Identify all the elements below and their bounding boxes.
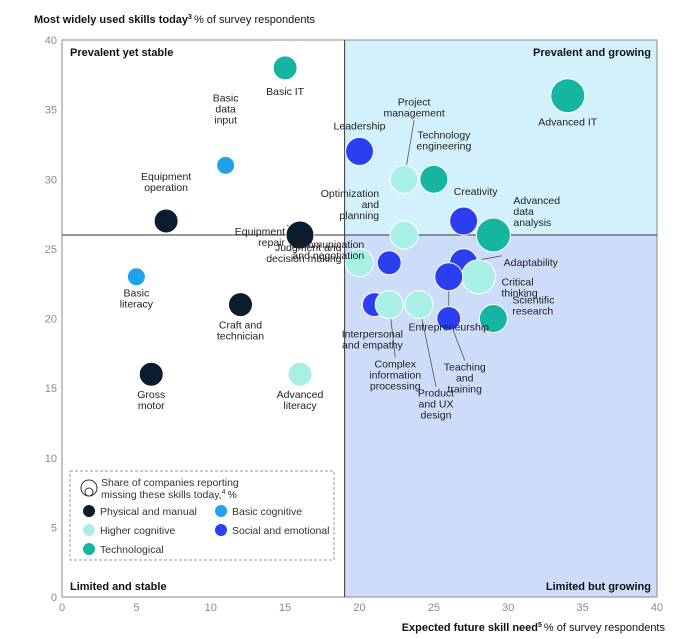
x-tick-label: 10: [205, 602, 217, 614]
legend-swatch-technological: [83, 543, 95, 555]
x-tick-label: 20: [353, 602, 365, 614]
bubble-label-basic-data-input: Basic data input: [213, 92, 239, 126]
bubble-entrepreneurship: [434, 262, 464, 292]
bubble-project-management: [389, 164, 419, 194]
chart-title-suffix: % of survey respondents: [194, 14, 316, 26]
bubble-label-equipment-operation: Equipment operation: [141, 171, 191, 194]
bubble-judgment-and-decision-making: [345, 248, 374, 278]
legend-label-social: Social and emotional: [232, 525, 329, 537]
legend-label-technological: Technological: [100, 544, 164, 556]
bubble-creativity: [449, 206, 479, 236]
legend-size-icon-small: [84, 487, 94, 497]
bubble-optimization-and-planning: [389, 220, 419, 250]
y-tick-label: 0: [51, 592, 57, 604]
legend-swatch-physical: [83, 505, 95, 517]
x-axis-title: Expected future skill need5% of survey r…: [402, 622, 666, 634]
x-tick-label: 15: [279, 602, 291, 614]
bubble-scientific-research: [478, 304, 508, 333]
bubble-teaching-and-training: [436, 306, 462, 331]
quadrant-label-prevalent-growing: Prevalent and growing: [533, 47, 651, 59]
bubble-label-technology-engineering: Technology engineering: [416, 129, 471, 152]
chart-title-footnote: 3: [188, 14, 192, 21]
legend-swatch-basic_cognitive: [215, 505, 227, 517]
bubble-label-project-management: Project management: [383, 96, 444, 119]
bubble-communication-and-negotiation: [376, 250, 402, 276]
bubble-leadership: [345, 136, 374, 166]
legend-label-basic_cognitive: Basic cognitive: [232, 506, 302, 518]
y-tick-label: 25: [45, 244, 57, 256]
x-tick-label: 35: [577, 602, 589, 614]
bubble-label-teaching-and-training: Teaching and training: [444, 362, 486, 396]
bubble-label-advanced-data-analysis: Advanced data analysis: [513, 195, 560, 229]
x-tick-label: 30: [502, 602, 514, 614]
bubble-label-scientific-research: Scientific research: [512, 295, 554, 318]
bubble-label-entrepreneurship: Entrepreneurship: [408, 322, 489, 334]
bubble-label-creativity: Creativity: [454, 186, 499, 198]
bubble-equipment-operation: [153, 208, 179, 234]
legend-swatch-higher_cognitive: [83, 524, 95, 536]
x-axis-title-footnote: 5: [538, 622, 542, 629]
legend-swatch-social: [215, 524, 227, 536]
bubble-label-product-and-ux-design: Product and UX design: [418, 388, 454, 422]
bubble-label-communication-and-negotiation: Communication and negotiation: [291, 239, 364, 262]
bubble-critical-thinking: [461, 259, 496, 295]
y-tick-label: 10: [45, 453, 57, 465]
bubble-complex-information-processing: [374, 290, 404, 320]
bubble-label-basic-literacy: Basic literacy: [120, 288, 154, 311]
bubble-label-advanced-it: Advanced IT: [538, 117, 598, 129]
bubble-label-gross-motor: Gross motor: [137, 389, 165, 412]
y-tick-label: 40: [45, 35, 57, 47]
y-tick-label: 20: [45, 314, 57, 326]
bubble-label-advanced-literacy: Advanced literacy: [277, 389, 324, 412]
bubble-basic-literacy: [126, 267, 146, 287]
x-axis-title-main: Expected future skill need: [402, 622, 538, 634]
legend-label-higher_cognitive: Higher cognitive: [100, 525, 175, 537]
y-tick-label: 15: [45, 383, 57, 395]
quadrant-prevalent-growing-bg: [344, 40, 657, 235]
legend: Share of companies reporting missing the…: [69, 470, 335, 561]
legend-label-physical: Physical and manual: [100, 506, 197, 518]
bubble-label-complex-information-processing: Complex information processing: [369, 359, 421, 393]
x-tick-label: 25: [428, 602, 440, 614]
plot-frame: [61, 39, 658, 598]
bubble-label-leadership: Leadership: [334, 120, 386, 132]
bubble-label-optimization-and-planning: Optimization and planning: [321, 188, 380, 222]
quadrant-label-prevalent-stable: Prevalent yet stable: [70, 47, 173, 59]
bubble-equipment-repair: [285, 220, 315, 250]
bubble-basic-data-input: [216, 155, 236, 175]
bubble-label-interpersonal-and-empathy: Interpersonal and empathy: [342, 329, 404, 352]
bubble-label-basic-it: Basic IT: [266, 86, 305, 98]
bubble-advanced-literacy: [287, 361, 313, 387]
bubble-advanced-it: [550, 78, 586, 114]
bubble-craft-and-technician: [228, 292, 253, 318]
y-tick-label: 35: [45, 105, 57, 117]
x-tick-label: 40: [651, 602, 663, 614]
quadrant-label-limited-stable: Limited and stable: [70, 581, 167, 593]
chart-title: Most widely used skills today3% of surve…: [34, 14, 316, 26]
x-tick-label: 0: [59, 602, 65, 614]
x-axis-title-suffix: % of survey respondents: [544, 622, 666, 634]
bubble-product-and-ux-design: [404, 290, 434, 320]
bubble-technology-engineering: [419, 164, 449, 194]
legend-size-label-line2: missing these skills today,4%: [101, 489, 237, 501]
quadrant-label-limited-growing: Limited but growing: [546, 581, 651, 593]
bubble-label-equipment-repair: Equipment repair: [235, 226, 286, 249]
bubble-basic-it: [272, 55, 298, 81]
bubble-label-judgment-and-decision-making: Judgment and decision making: [266, 242, 341, 265]
bubble-gross-motor: [138, 361, 164, 387]
y-tick-label: 5: [51, 522, 57, 534]
bubble-advanced-data-analysis: [475, 217, 511, 253]
legend-size-label: Share of companies reporting: [101, 477, 239, 489]
legend-frame: [69, 470, 335, 561]
bubble-label-critical-thinking: Critical thinking: [502, 277, 538, 300]
x-tick-label: 5: [133, 602, 139, 614]
chart-title-main: Most widely used skills today: [34, 14, 189, 26]
bubble-label-adaptability: Adaptability: [504, 257, 559, 269]
bubble-label-craft-and-technician: Craft and technician: [217, 320, 264, 343]
y-tick-label: 30: [45, 174, 57, 186]
